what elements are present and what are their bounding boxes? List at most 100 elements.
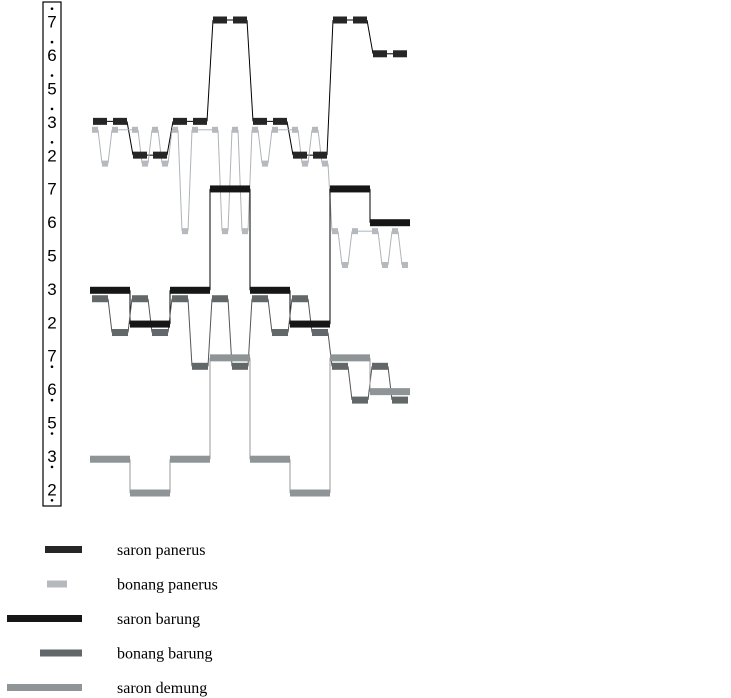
pitch-tick-label: 2 <box>47 480 56 499</box>
bonang-barung-note-bar <box>292 295 308 303</box>
bonang-panerus-note-bar <box>312 126 318 133</box>
bonang-panerus-connector <box>237 129 243 232</box>
pitch-axis: 7 6 5 3 2 7 6 5 3 2 7 6 5 3 2 <box>42 1 62 507</box>
saron-demung-note-bar <box>370 388 410 396</box>
bonang-barung-note-bar <box>132 295 148 303</box>
bonang-panerus-connector <box>337 231 343 266</box>
bonang-barung-connector <box>127 298 133 333</box>
bonang-barung-note-bar <box>192 362 208 370</box>
bonang-panerus-connector <box>227 129 233 232</box>
saron-panerus-note-bar <box>133 151 147 159</box>
bonang-panerus-connector <box>267 129 273 164</box>
saron-panerus-connector <box>206 19 214 122</box>
bonang-panerus-note-bar <box>292 126 298 133</box>
bonang-panerus-connector <box>397 231 403 266</box>
saron-barung-note-bar <box>190 286 210 294</box>
pitch-tick-label: 5 <box>47 414 56 433</box>
octave-dot-low <box>50 398 54 402</box>
bonang-panerus-note-bar <box>402 261 408 268</box>
octave-dot-low <box>50 499 54 502</box>
bonang-panerus-note-bar <box>152 126 158 133</box>
saron-barung-note-bar <box>370 219 390 227</box>
bonang-panerus-connector <box>247 129 253 232</box>
saron-barung-note-bar <box>310 320 330 328</box>
bonang-panerus-note-bar <box>332 228 338 235</box>
saron-barung-note-bar <box>150 320 170 328</box>
octave-dot-high <box>50 7 54 10</box>
bonang-panerus-connector <box>307 129 313 164</box>
pitch-tick-label: 3 <box>47 280 56 299</box>
bonang-barung-connector <box>207 298 213 367</box>
bonang-panerus-note-bar <box>342 261 348 268</box>
saron-panerus-connector <box>366 19 374 54</box>
bonang-panerus-note-bar <box>132 126 138 133</box>
bonang-barung-note-bar <box>332 362 348 370</box>
saron-panerus-note-bar <box>213 16 227 24</box>
saron-panerus-connector <box>126 121 134 156</box>
bonang-panerus-connector <box>217 129 223 232</box>
saron-demung-note-bar <box>90 455 130 463</box>
pitch-tick-label: 2 <box>47 313 56 332</box>
saron-barung-note-bar <box>390 219 410 227</box>
saron-demung-note-bar <box>290 489 330 497</box>
bonang-panerus-note-bar <box>392 228 398 235</box>
octave-dot-high <box>50 107 54 111</box>
saron-panerus-note-bar <box>113 117 127 125</box>
saron-demung-note-bar <box>170 455 210 463</box>
bonang-panerus-note-bar <box>212 126 218 133</box>
saron-panerus-note-bar <box>313 151 327 159</box>
saron-barung-note-bar <box>350 185 370 193</box>
bonang-barung-connector <box>347 366 353 401</box>
bonang-panerus-connector <box>177 129 183 232</box>
legend-swatch-bonang-panerus <box>47 580 67 588</box>
bonang-panerus-note-bar <box>232 126 238 133</box>
octave-dot-low <box>50 365 54 369</box>
bonang-barung-connector <box>107 298 113 333</box>
bonang-barung-note-bar <box>152 329 168 337</box>
bonang-panerus-note-bar <box>112 126 118 133</box>
saron-barung-note-bar <box>230 185 250 193</box>
saron-demung-note-bar <box>210 354 250 362</box>
bonang-panerus-connector <box>257 129 263 164</box>
bonang-barung-connector <box>187 298 193 367</box>
bonang-panerus-connector <box>377 231 383 266</box>
pitch-tick-label: 6 <box>47 46 56 65</box>
bonang-panerus-note-bar <box>142 160 148 167</box>
saron-barung-note-bar <box>110 286 130 294</box>
pitch-tick-label: 3 <box>47 113 56 132</box>
bonang-panerus-note-bar <box>172 126 178 133</box>
bonang-barung-note-bar <box>212 295 228 303</box>
bonang-panerus-note-bar <box>242 228 248 235</box>
legend-swatch-saron-demung <box>7 684 82 691</box>
saron-panerus-note-bar <box>333 16 347 24</box>
pitch-tick-label: 7 <box>47 13 56 32</box>
saron-barung-note-bar <box>170 286 190 294</box>
saron-panerus-note-bar <box>253 117 267 125</box>
bonang-panerus-connector <box>167 129 173 164</box>
saron-panerus-note-bar <box>153 151 167 159</box>
bonang-barung-note-bar <box>312 329 328 337</box>
legend-label-bonang-barung: bonang barung <box>117 646 213 663</box>
bonang-panerus-connector <box>347 231 353 266</box>
bonang-panerus-note-bar <box>252 126 258 133</box>
bonang-barung-note-bar <box>272 329 288 337</box>
saron-panerus-note-bar <box>393 50 407 58</box>
saron-demung-note-bar <box>330 354 370 362</box>
bonang-barung-note-bar <box>92 295 108 303</box>
bonang-panerus-note-bar <box>352 228 358 235</box>
bonang-panerus-note-bar <box>92 126 98 133</box>
connector-lines <box>97 19 403 493</box>
saron-barung-note-bar <box>290 320 310 328</box>
legend-label-bonang-panerus: bonang panerus <box>117 577 218 594</box>
bonang-panerus-note-bar <box>182 228 188 235</box>
saron-panerus-connector <box>286 121 294 156</box>
pitch-tick-label: 3 <box>47 447 56 466</box>
saron-panerus-note-bar <box>353 16 367 24</box>
bonang-panerus-note-bar <box>372 228 378 235</box>
bonang-panerus-note-bar <box>192 126 198 133</box>
saron-barung-note-bar <box>210 185 230 193</box>
bonang-panerus-note-bar <box>102 160 108 167</box>
legend-label-saron-demung: saron demung <box>117 680 207 697</box>
